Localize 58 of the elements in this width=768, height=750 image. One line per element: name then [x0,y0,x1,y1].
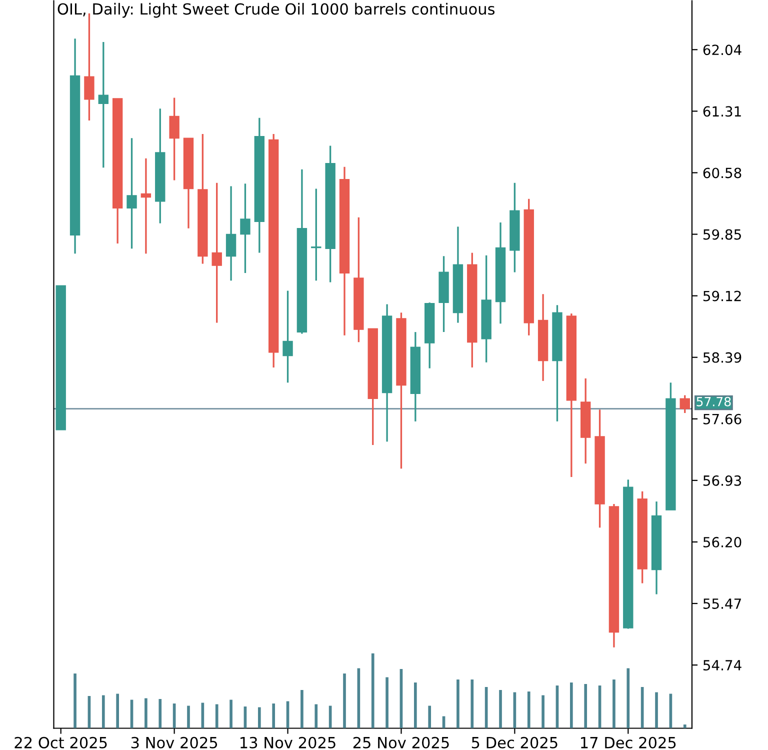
bar [612,680,616,728]
y-tick-label: 62.04 [703,44,742,56]
bar [158,699,162,728]
chart-title: OIL, Daily: Light Sweet Crude Oil 1000 barrels continuous [58,2,495,18]
candlestick [311,188,322,282]
bar [428,706,432,728]
bar [74,674,76,728]
bar [300,690,304,728]
bar [470,680,474,728]
y-tick-label: 61.31 [703,106,741,117]
bar [414,682,417,728]
bar [272,704,276,728]
x-tick-label: 3 Nov 2025 [131,736,218,748]
candlestick [240,182,250,274]
y-tick-label: 59.85 [703,229,741,240]
y-tick-label: 58.39 [703,352,742,363]
x-tick-label: 5 Dec 2025 [472,736,558,748]
candlestick [169,96,180,182]
ref-line-label: 57.78 [696,396,731,406]
y-tick-label: 56.20 [703,536,742,548]
x-tick-label: 17 Dec 2025 [581,736,676,748]
candlestick [98,41,108,168]
bar [527,692,530,728]
bar [230,700,232,728]
candlestick [680,394,690,414]
bar [626,668,630,728]
y-tick-label: 59.12 [703,290,741,302]
bar [386,677,388,728]
bar [343,674,346,728]
y-tick-label: 55.47 [703,598,741,609]
bar [102,695,105,728]
y-tick-label: 56.93 [703,475,742,486]
bar [215,704,218,728]
y-tick-label: 57.66 [703,414,742,424]
bar [116,694,119,728]
bar [584,684,588,728]
candlestick [126,137,137,250]
bar [456,680,460,728]
bar [542,695,544,728]
candlestick [226,185,236,282]
y-tick-label: 54.74 [703,660,742,670]
bar [187,706,190,728]
bar [655,692,658,728]
bar [683,724,686,728]
x-tick-label: 13 Nov 2025 [240,736,336,748]
candlestick [282,290,293,384]
bar [258,707,261,728]
bar [144,698,148,728]
candlestick [212,182,222,324]
x-tick-label: 22 Oct 2025 [14,736,107,748]
candlestick [140,158,152,254]
y-tick-label: 60.58 [703,168,742,178]
bar [314,704,318,728]
bar [371,653,374,728]
bar [499,690,502,728]
x-tick-label: 25 Nov 2025 [353,736,449,748]
bar [570,682,573,728]
candlestick [84,12,94,122]
